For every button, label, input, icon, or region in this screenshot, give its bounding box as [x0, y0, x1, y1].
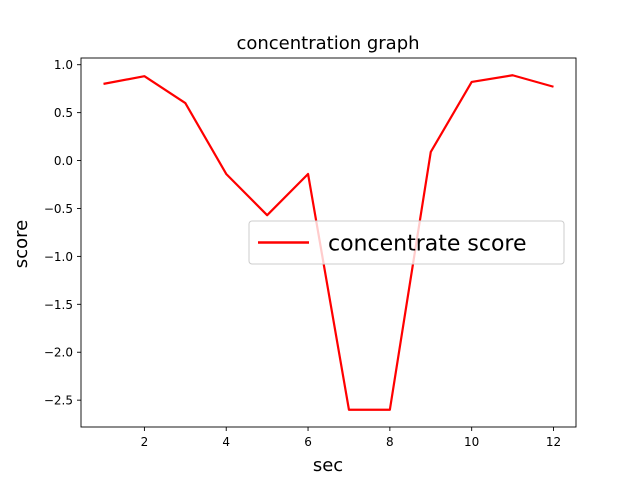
y-tick-label: −1.0: [44, 250, 73, 264]
y-tick-label: 0.5: [54, 106, 73, 120]
plot-frame: [80, 57, 577, 428]
x-tick-label: 12: [546, 435, 561, 449]
x-axis-label: sec: [313, 455, 343, 476]
legend-label: concentrate score: [328, 232, 527, 257]
plot-area: 2 4 6 8 10 12 1.0 0.5 0.0 −0.5 −1.0 −1.5 −2.0 −2.5: [44, 57, 577, 449]
y-tick-label: 0.0: [54, 154, 73, 168]
y-tick-label: −2.0: [44, 346, 73, 360]
series-line-0: [103, 74, 554, 411]
y-tick-label: −2.5: [44, 394, 73, 408]
x-tick-label: 10: [464, 435, 479, 449]
y-tick-label: −1.5: [44, 298, 73, 312]
x-tick-label: 6: [304, 435, 312, 449]
x-tick-label: 8: [386, 435, 394, 449]
legend: concentrate score: [248, 220, 565, 265]
x-tick-label: 4: [222, 435, 230, 449]
y-tick-label: −0.5: [44, 202, 73, 216]
x-tick-label: 2: [141, 435, 149, 449]
y-axis-label: score: [11, 220, 32, 268]
y-tick-label: 1.0: [54, 58, 73, 72]
legend-box: [248, 220, 565, 265]
chart-title: concentration graph: [236, 33, 419, 54]
